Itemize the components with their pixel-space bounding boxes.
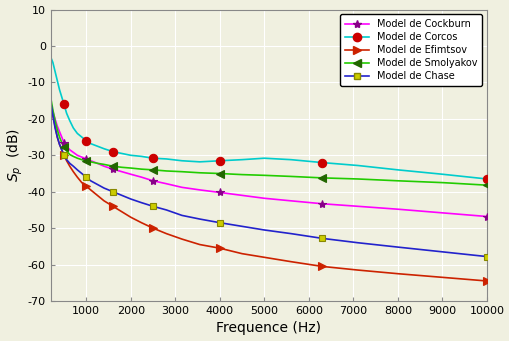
Model de Efimtsov bbox=[483, 279, 489, 283]
Model de Cockburn bbox=[83, 157, 89, 161]
Model de Efimtsov bbox=[83, 184, 89, 188]
Line: Model de Cockburn: Model de Cockburn bbox=[60, 138, 490, 221]
Model de Corcos bbox=[483, 177, 489, 181]
Model de Corcos bbox=[109, 150, 116, 154]
Model de Smolyakov bbox=[216, 172, 222, 176]
Model de Cockburn bbox=[150, 179, 156, 183]
Model de Chase bbox=[319, 236, 325, 240]
Model de Smolyakov bbox=[83, 159, 89, 163]
Model de Chase bbox=[483, 254, 489, 258]
Line: Model de Corcos: Model de Corcos bbox=[60, 100, 490, 183]
Model de Chase bbox=[109, 190, 116, 194]
Model de Chase bbox=[61, 153, 67, 157]
Model de Chase bbox=[150, 204, 156, 208]
Model de Efimtsov bbox=[150, 226, 156, 230]
Legend: Model de Cockburn, Model de Corcos, Model de Efimtsov, Model de Smolyakov, Model: Model de Cockburn, Model de Corcos, Mode… bbox=[339, 14, 481, 86]
Model de Smolyakov bbox=[483, 183, 489, 187]
Model de Cockburn bbox=[483, 214, 489, 219]
Model de Smolyakov bbox=[319, 176, 325, 180]
Model de Efimtsov bbox=[109, 204, 116, 208]
Model de Efimtsov bbox=[61, 153, 67, 157]
Line: Model de Efimtsov: Model de Efimtsov bbox=[60, 151, 490, 285]
Model de Efimtsov bbox=[216, 246, 222, 250]
Line: Model de Smolyakov: Model de Smolyakov bbox=[60, 143, 490, 189]
Line: Model de Chase: Model de Chase bbox=[61, 152, 490, 260]
Model de Cockburn bbox=[319, 202, 325, 206]
Model de Smolyakov bbox=[61, 145, 67, 149]
Model de Chase bbox=[216, 221, 222, 225]
Y-axis label: $S_p$  (dB): $S_p$ (dB) bbox=[6, 128, 25, 182]
Model de Cockburn bbox=[109, 167, 116, 171]
Model de Corcos bbox=[150, 156, 156, 160]
Model de Efimtsov bbox=[319, 264, 325, 268]
Model de Cockburn bbox=[216, 190, 222, 194]
Model de Corcos bbox=[319, 161, 325, 165]
Model de Corcos bbox=[83, 139, 89, 143]
Model de Smolyakov bbox=[150, 168, 156, 172]
Model de Cockburn bbox=[61, 140, 67, 145]
Model de Chase bbox=[83, 175, 89, 179]
X-axis label: Frequence (Hz): Frequence (Hz) bbox=[216, 322, 321, 336]
Model de Smolyakov bbox=[109, 164, 116, 168]
Model de Corcos bbox=[216, 159, 222, 163]
Model de Corcos bbox=[61, 102, 67, 106]
